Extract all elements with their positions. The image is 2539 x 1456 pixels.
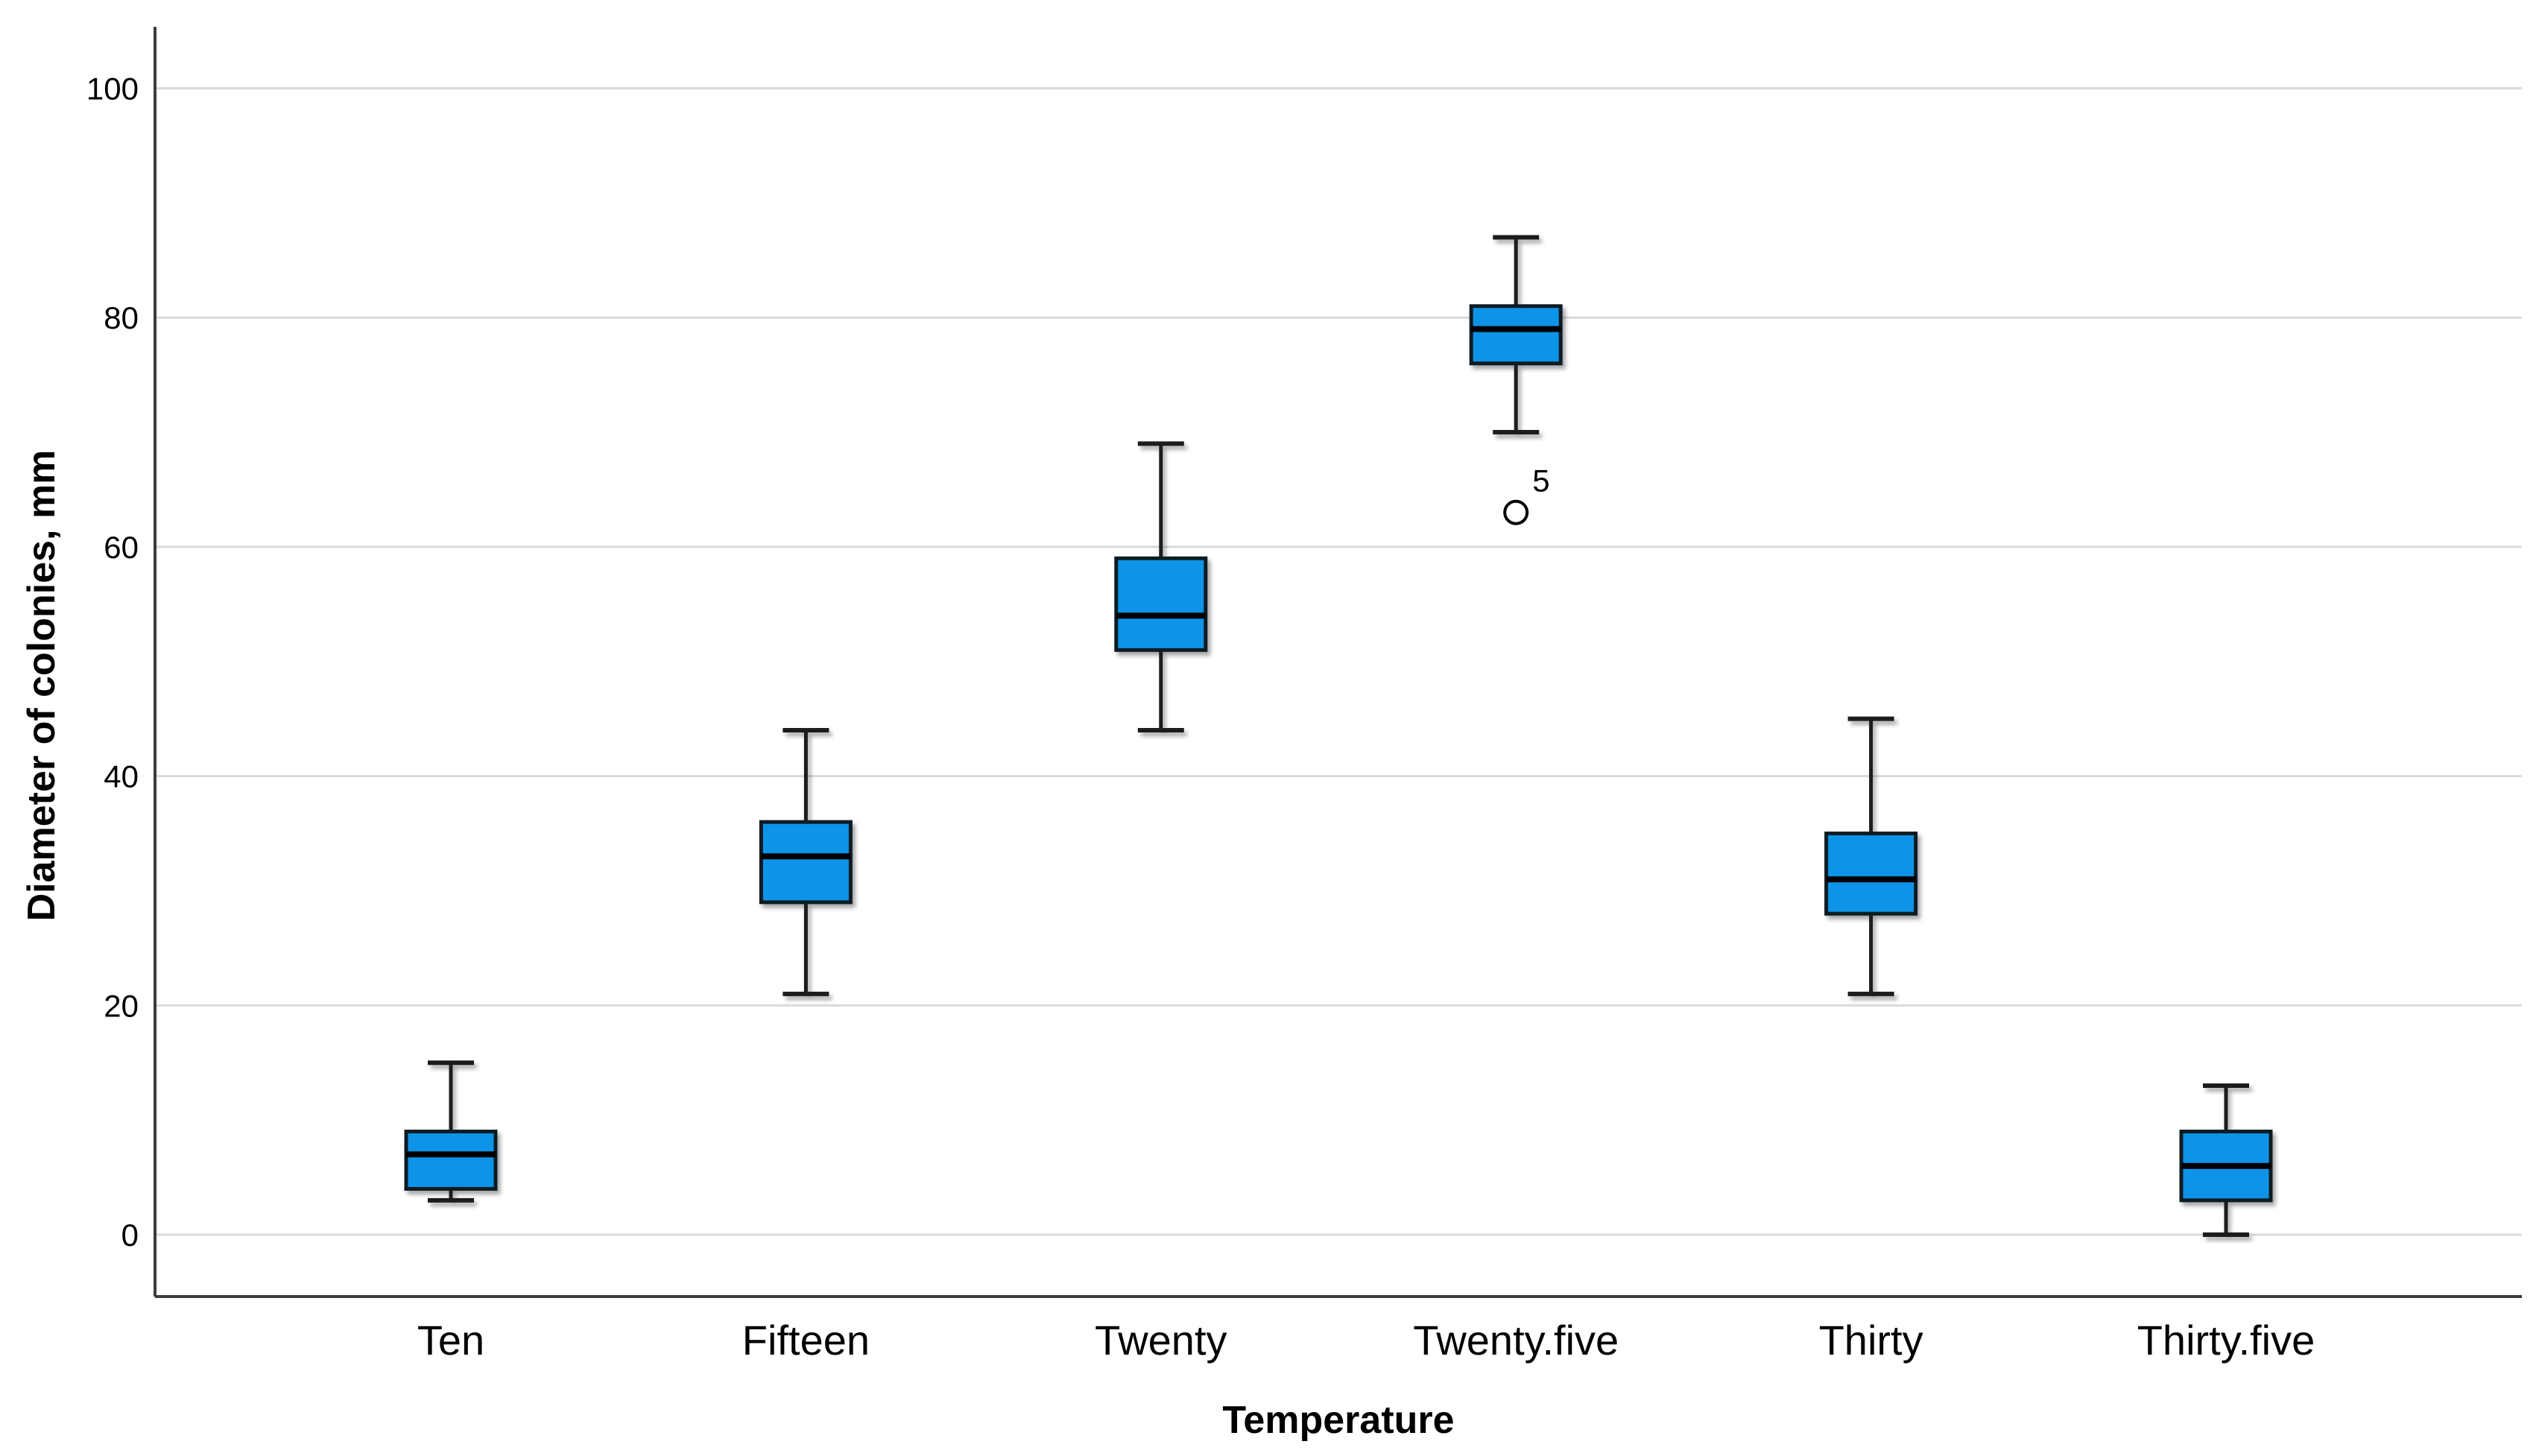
x-category-label-0: Ten — [417, 1317, 484, 1364]
x-category-label-5: Thirty.five — [2137, 1317, 2315, 1364]
boxplot-Thirty — [1824, 716, 1918, 996]
x-axis-title: Temperature — [1222, 1399, 1455, 1442]
boxplot-Ten — [404, 1060, 498, 1203]
boxplot-Thirty.five — [2179, 1083, 2273, 1237]
y-tick-label-0: 0 — [121, 1218, 139, 1253]
y-tick-label-20: 20 — [104, 988, 139, 1023]
x-category-label-3: Twenty.five — [1413, 1317, 1619, 1364]
y-tick-label-60: 60 — [104, 530, 139, 565]
iqr-box — [1824, 832, 1918, 916]
outlier-label-Twenty.five: 5 — [1532, 463, 1549, 498]
boxplot-Twenty — [1114, 441, 1208, 733]
iqr-box — [1114, 556, 1208, 652]
y-tick-label-80: 80 — [104, 300, 139, 335]
x-category-label-2: Twenty — [1095, 1317, 1227, 1364]
y-tick-label-40: 40 — [104, 759, 139, 794]
iqr-box — [404, 1130, 498, 1191]
x-category-label-1: Fifteen — [742, 1317, 870, 1364]
iqr-box — [1469, 304, 1563, 366]
y-axis-title: Diameter of colonies, mm — [20, 449, 63, 922]
boxplot-Twenty.five — [1469, 235, 1563, 435]
outlier-point-Twenty.five — [1503, 499, 1529, 525]
y-tick-label-100: 100 — [86, 72, 139, 107]
iqr-box — [759, 820, 853, 905]
boxplot-Fifteen — [759, 728, 853, 996]
x-category-label-4: Thirty — [1819, 1317, 1923, 1364]
